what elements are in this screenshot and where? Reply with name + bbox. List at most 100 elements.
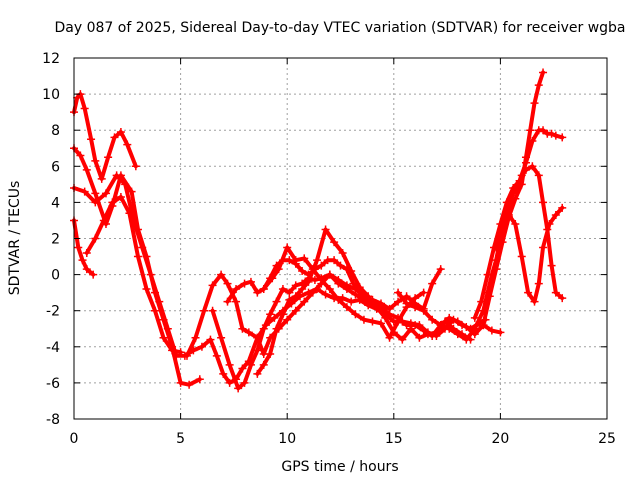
data-point <box>234 384 243 393</box>
data-point <box>432 328 441 337</box>
data-point <box>411 321 420 330</box>
data-point <box>551 211 560 220</box>
data-point <box>359 295 368 304</box>
series-sat-e <box>82 192 185 357</box>
data-point <box>80 104 89 113</box>
data-point <box>223 279 232 288</box>
data-point <box>372 303 381 312</box>
data-point <box>334 279 343 288</box>
data-point <box>419 326 428 335</box>
data-point <box>197 342 206 351</box>
data-point <box>146 270 155 279</box>
series-sat-a <box>70 90 140 183</box>
data-point <box>232 285 241 294</box>
data-point <box>394 297 403 306</box>
data-point <box>534 81 543 90</box>
data-point <box>244 328 253 337</box>
data-point <box>300 297 309 306</box>
data-point <box>402 292 411 301</box>
data-point <box>110 133 119 142</box>
data-point <box>208 306 217 315</box>
data-point <box>142 285 151 294</box>
data-point <box>246 277 255 286</box>
y-tick-label: 8 <box>51 123 60 139</box>
data-point <box>321 225 330 234</box>
data-point <box>351 310 360 319</box>
data-point <box>539 198 548 207</box>
data-point <box>104 153 113 162</box>
data-point <box>217 270 226 279</box>
data-point <box>334 295 343 304</box>
data-point <box>121 180 130 189</box>
data-point <box>428 315 437 324</box>
data-point <box>539 126 548 135</box>
data-point <box>502 198 511 207</box>
data-point <box>330 238 339 247</box>
data-point <box>116 192 125 201</box>
series-line <box>261 245 426 340</box>
data-point <box>206 335 215 344</box>
data-point <box>539 243 548 252</box>
series-line <box>185 267 443 358</box>
data-point <box>394 288 403 297</box>
data-point <box>545 220 554 229</box>
series-sat-n <box>492 203 567 306</box>
data-point <box>402 321 411 330</box>
data-point <box>496 328 505 337</box>
data-point <box>364 292 373 301</box>
data-point <box>176 378 185 387</box>
x-tick-label: 5 <box>176 431 185 447</box>
series-line <box>72 146 202 387</box>
data-point <box>342 303 351 312</box>
series-sat-j <box>259 243 428 342</box>
data-point <box>223 297 232 306</box>
data-point <box>521 153 530 162</box>
data-point <box>534 279 543 288</box>
data-point <box>268 274 277 283</box>
series-sat-m <box>479 68 548 330</box>
data-point <box>259 360 268 369</box>
y-tick-label: 10 <box>42 87 60 103</box>
data-point <box>485 292 494 301</box>
data-point <box>298 266 307 275</box>
data-point <box>298 285 307 294</box>
data-point <box>182 351 191 360</box>
data-point <box>347 297 356 306</box>
data-point <box>138 243 147 252</box>
data-point <box>419 306 428 315</box>
data-point <box>304 277 313 286</box>
data-point <box>151 306 160 315</box>
y-tick-label: -8 <box>46 412 60 428</box>
data-point <box>530 297 539 306</box>
data-point <box>547 129 556 138</box>
chart-title: Day 087 of 2025, Sidereal Day-to-day VTE… <box>54 20 625 36</box>
data-point <box>208 281 217 290</box>
data-point <box>385 310 394 319</box>
data-point <box>101 189 110 198</box>
data-point <box>195 375 204 384</box>
data-point <box>225 378 234 387</box>
series-layer <box>70 68 567 393</box>
data-point <box>253 288 262 297</box>
y-tick-label: -2 <box>46 304 60 320</box>
data-point <box>483 270 492 279</box>
data-point <box>338 248 347 257</box>
data-point <box>558 133 567 142</box>
data-point <box>402 299 411 308</box>
data-point <box>551 288 560 297</box>
data-point <box>89 270 98 279</box>
data-point <box>511 194 520 203</box>
data-point <box>87 135 96 144</box>
data-point <box>82 248 91 257</box>
data-point <box>477 297 486 306</box>
data-point <box>504 211 513 220</box>
data-point <box>330 256 339 265</box>
data-point <box>274 265 283 274</box>
y-tick-label: 2 <box>51 232 60 248</box>
data-point <box>253 346 262 355</box>
data-point <box>300 254 309 263</box>
data-point <box>511 220 520 229</box>
data-point <box>278 285 287 294</box>
data-point <box>308 265 317 274</box>
